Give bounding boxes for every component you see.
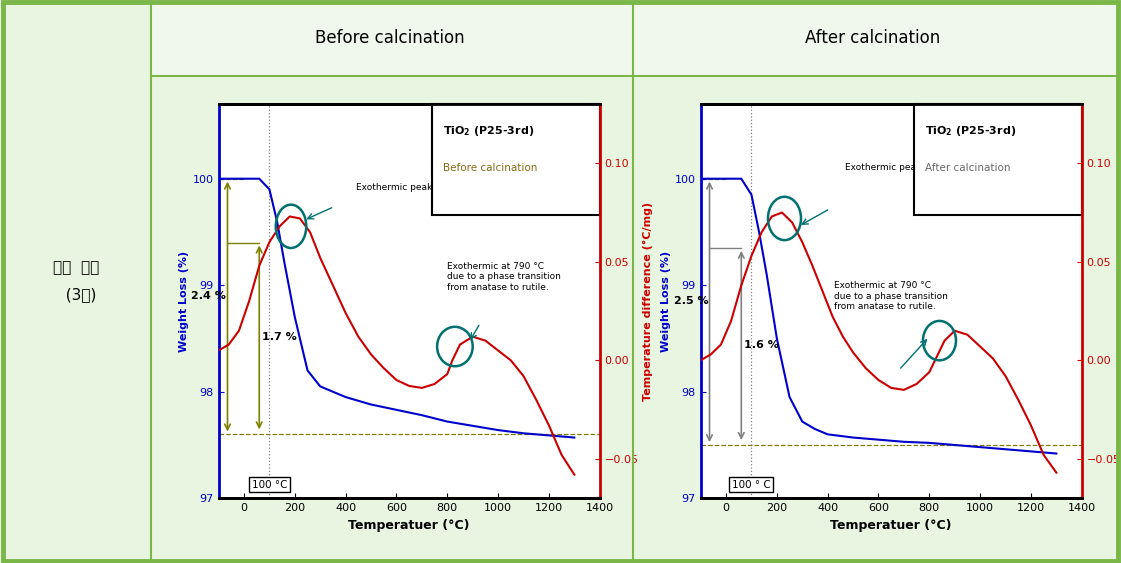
Text: After calcination: After calcination [805, 29, 939, 47]
X-axis label: Temperatuer (°C): Temperatuer (°C) [349, 519, 470, 531]
Text: 2.5 %: 2.5 % [674, 296, 708, 306]
Y-axis label: Temperature difference (°C/mg): Temperature difference (°C/mg) [642, 202, 652, 401]
Text: Exothermic peak due to a weight loss.: Exothermic peak due to a weight loss. [355, 183, 529, 192]
Text: 2.4 %: 2.4 % [192, 291, 226, 301]
FancyBboxPatch shape [914, 104, 1082, 215]
Text: Before calcination: Before calcination [444, 163, 538, 173]
Text: Exothermic at 790 °C
due to a phase transition
from anatase to rutile.: Exothermic at 790 °C due to a phase tran… [447, 262, 562, 292]
Text: $\mathbf{TiO_2}$ (P25-3rd): $\mathbf{TiO_2}$ (P25-3rd) [444, 124, 535, 138]
Text: Exothermic peak due to a weight loss.: Exothermic peak due to a weight loss. [845, 163, 1019, 172]
Y-axis label: Weight Loss (%): Weight Loss (%) [660, 251, 670, 352]
FancyBboxPatch shape [432, 104, 600, 215]
Text: 100 °C: 100 °C [251, 480, 287, 490]
Text: Exothermic at 790 °C
due to a phase transition
from anatase to rutile.: Exothermic at 790 °C due to a phase tran… [834, 282, 948, 311]
Text: Before calcination: Before calcination [315, 29, 465, 47]
Text: 1.6 %: 1.6 % [744, 341, 779, 350]
Y-axis label: Weight Loss (%): Weight Loss (%) [178, 251, 188, 352]
Text: 반복  측정
  (3차): 반복 측정 (3차) [53, 261, 100, 302]
Text: 1.7 %: 1.7 % [262, 332, 297, 342]
Text: 100 ° C: 100 ° C [732, 480, 771, 490]
FancyBboxPatch shape [151, 2, 1118, 76]
X-axis label: Temperatuer (°C): Temperatuer (°C) [831, 519, 952, 531]
Text: $\mathbf{TiO_2}$ (P25-3rd): $\mathbf{TiO_2}$ (P25-3rd) [926, 124, 1017, 138]
Text: After calcination: After calcination [926, 163, 1011, 173]
